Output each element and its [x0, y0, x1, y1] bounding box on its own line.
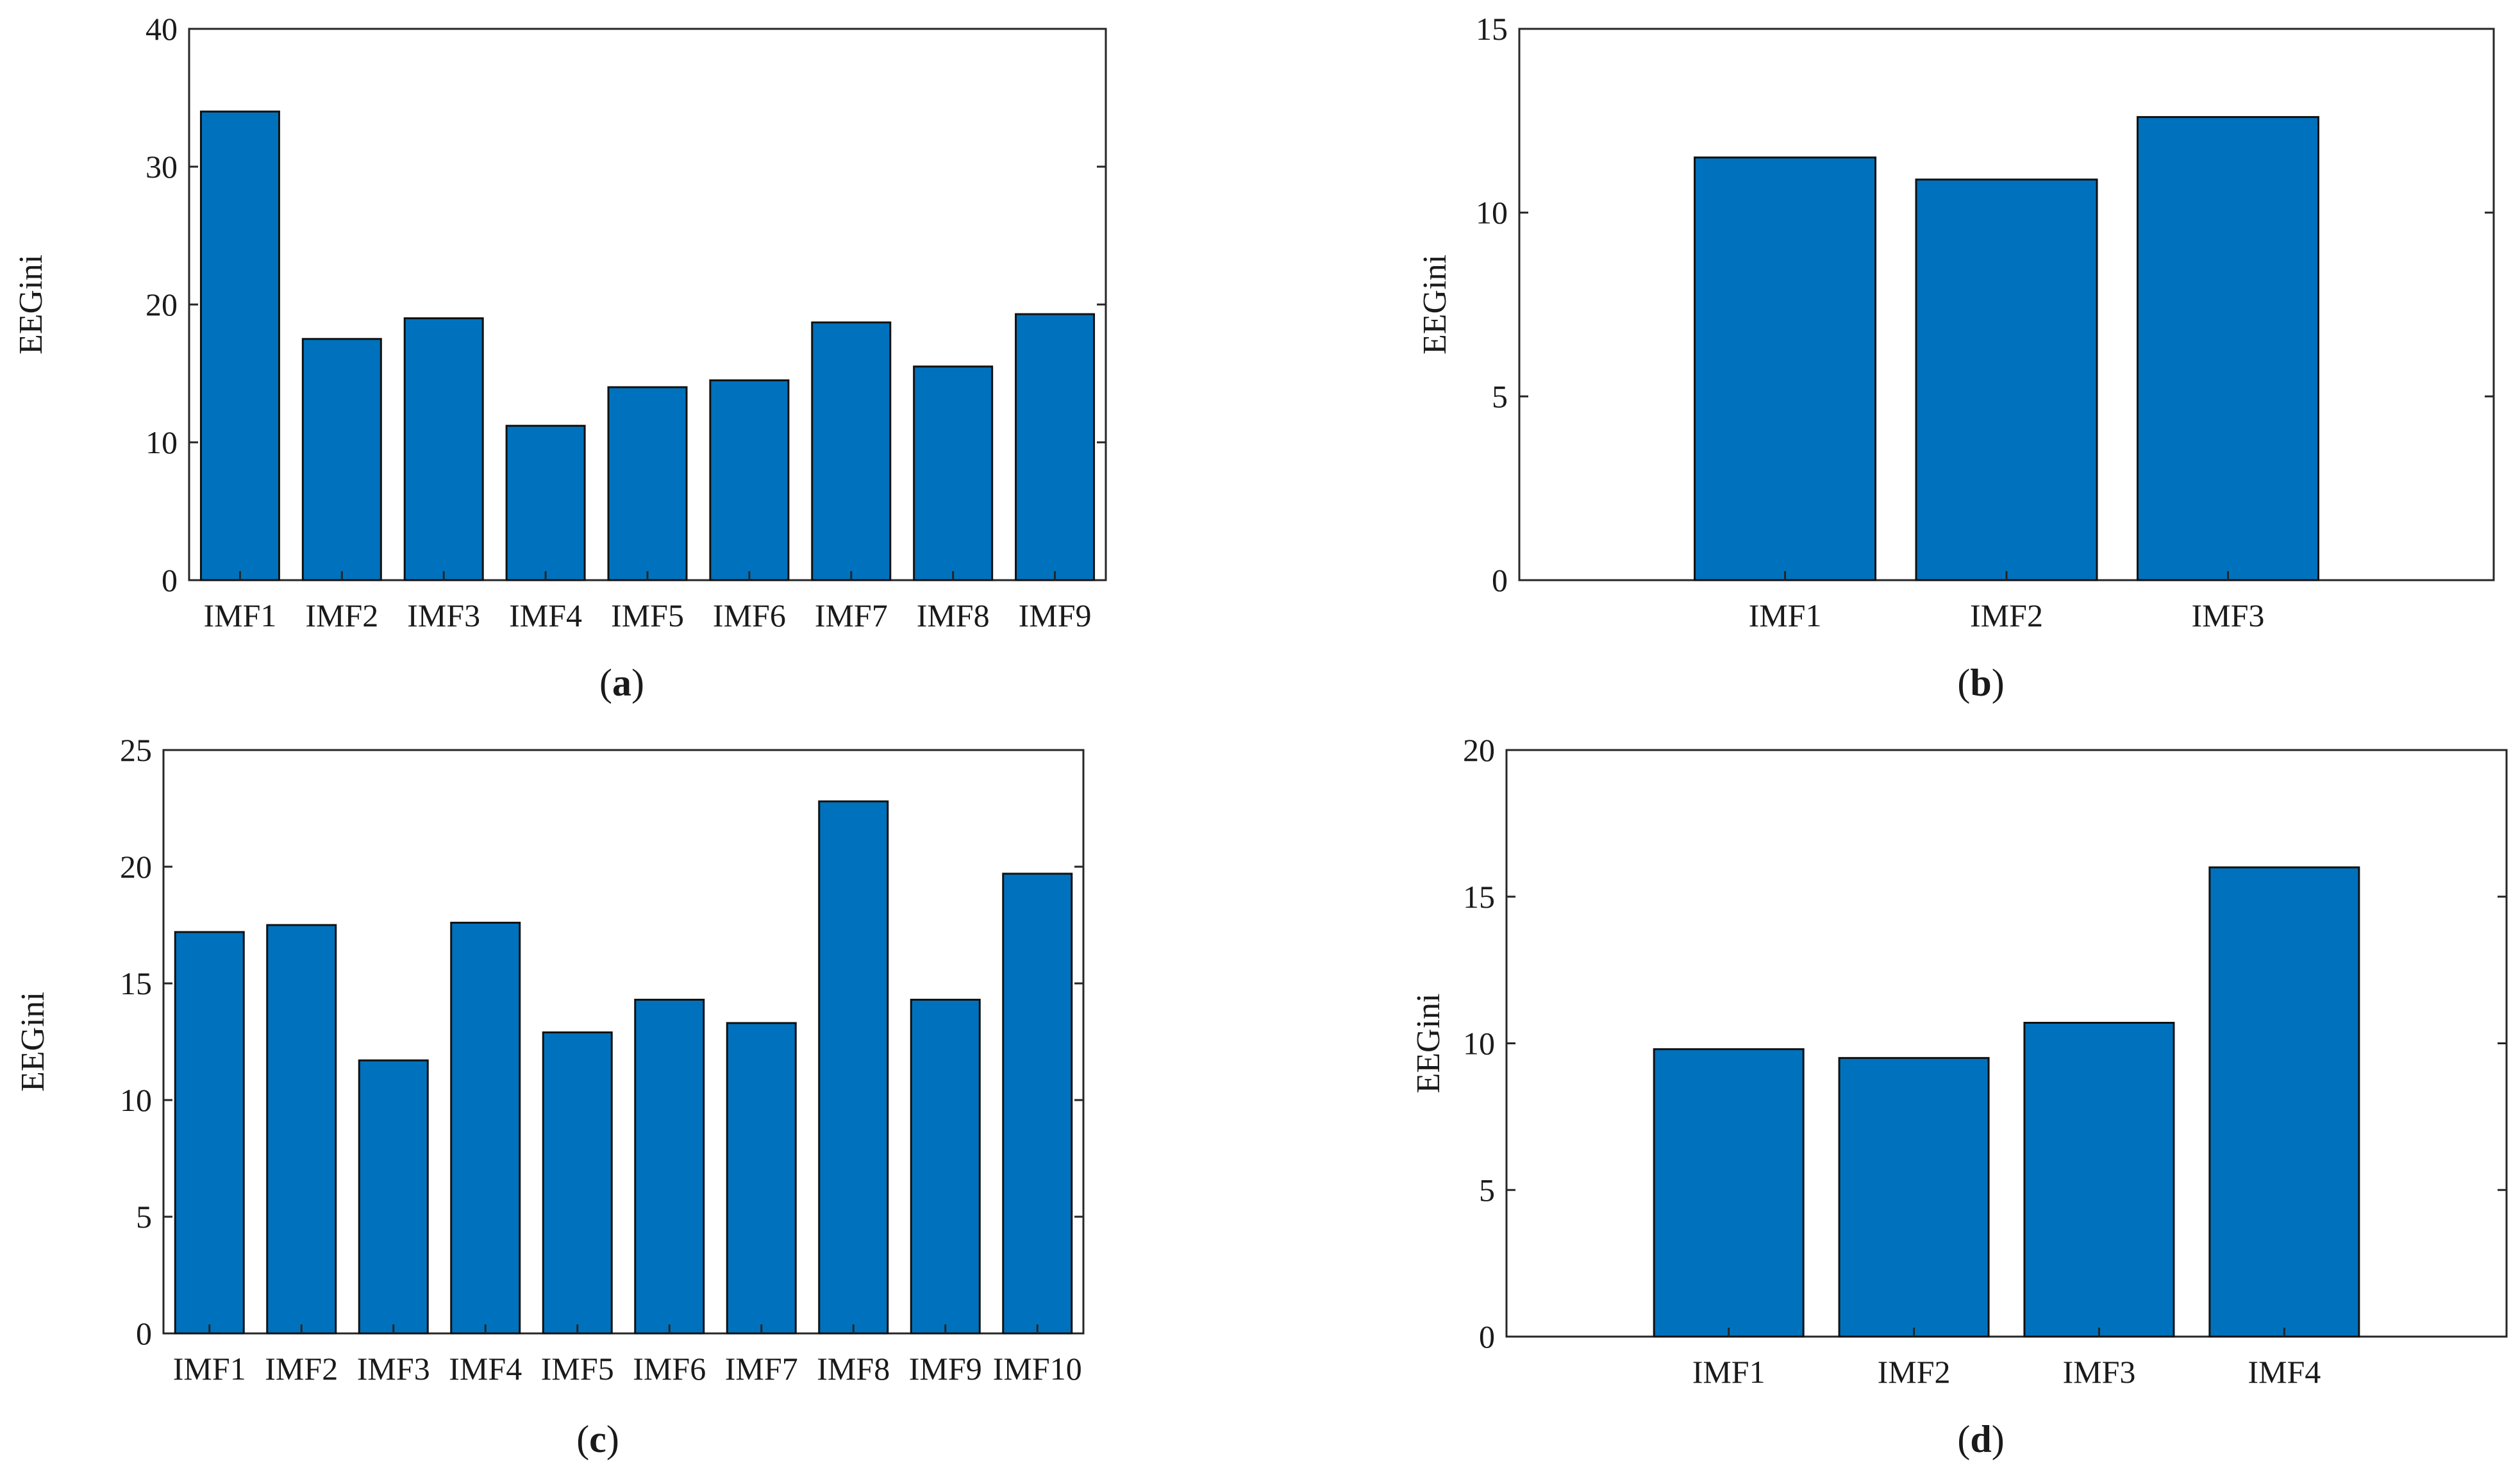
- x-tick-label: IMF1: [173, 1351, 246, 1387]
- chart-panel-c: 0 5 10 15 20 25 IMF1 IMF2 IMF3 IMF4 IMF5 IMF6 IMF7 IM…: [15, 732, 1085, 1460]
- y-tick-label: 30: [146, 149, 178, 185]
- y-tick-label: 10: [146, 424, 178, 460]
- x-tick-label: IMF1: [1749, 597, 1822, 633]
- bar-imf8: [818, 800, 889, 1335]
- y-tick-label: 0: [1492, 562, 1508, 598]
- y-tick-label: 10: [1463, 1026, 1495, 1062]
- x-tick-label: IMF9: [909, 1351, 982, 1387]
- panel-caption: (a): [599, 662, 644, 704]
- chart-panel-b: 0 5 10 15 IMF1 IMF2 IMF3 EEGini (b): [1417, 11, 2495, 704]
- x-tick-label: IMF6: [713, 597, 786, 633]
- x-tick-label: IMF3: [2062, 1354, 2135, 1390]
- y-axis-label: EEGini: [15, 992, 51, 1092]
- y-tick-label: 10: [120, 1082, 152, 1118]
- x-tick-label: IMF3: [407, 597, 480, 633]
- x-tick-label: IMF4: [449, 1351, 522, 1387]
- panel-caption: (c): [576, 1418, 619, 1460]
- bar-imf1: [199, 110, 280, 581]
- bar-imf3: [2023, 1021, 2175, 1338]
- x-tick-label: IMF5: [611, 597, 684, 633]
- x-tick-label: IMF10: [993, 1351, 1082, 1387]
- x-tick-label: IMF2: [1970, 597, 2043, 633]
- panel-caption-letter: c: [589, 1418, 606, 1460]
- y-axis-label: EEGini: [13, 255, 49, 355]
- bar-imf1: [1653, 1048, 1805, 1338]
- y-tick-label: 20: [120, 849, 152, 885]
- y-tick-label: 20: [146, 287, 178, 322]
- y-tick-label: 5: [1479, 1172, 1495, 1208]
- x-tick-label: IMF4: [2248, 1354, 2321, 1390]
- panel-caption: (b): [1957, 662, 2004, 704]
- x-tick-label: IMF8: [817, 1351, 890, 1387]
- y-tick-label: 10: [1476, 195, 1508, 231]
- x-tick-label: IMF4: [509, 597, 582, 633]
- bar-imf9: [1015, 313, 1096, 581]
- bar-imf2: [266, 924, 337, 1335]
- bar-imf10: [1002, 872, 1073, 1335]
- panel-caption-letter: d: [1970, 1418, 1991, 1460]
- panel-caption: (d): [1957, 1418, 2004, 1460]
- x-tick-label: IMF2: [305, 597, 378, 633]
- y-tick-label: 15: [1463, 879, 1495, 915]
- y-tick-label: 5: [1492, 378, 1508, 414]
- bar-imf3: [358, 1059, 429, 1335]
- bar-imf6: [709, 379, 790, 581]
- bar-imf2: [1838, 1056, 1990, 1338]
- x-tick-label: IMF5: [541, 1351, 614, 1387]
- bar-imf4: [450, 921, 521, 1335]
- x-tick-label: IMF7: [725, 1351, 798, 1387]
- bar-imf4: [505, 424, 586, 581]
- bar-imf2: [301, 338, 382, 581]
- bar-imf1: [1694, 156, 1877, 581]
- y-tick-label: 15: [1476, 11, 1508, 47]
- bar-imf4: [2208, 866, 2360, 1338]
- bar-imf9: [910, 998, 981, 1335]
- x-tick-label: IMF3: [357, 1351, 430, 1387]
- y-tick-label: 5: [136, 1199, 152, 1235]
- bar-imf5: [607, 386, 688, 581]
- bar-imf1: [174, 931, 245, 1335]
- plot-frame: [162, 749, 1085, 1335]
- y-tick-label: 0: [1479, 1319, 1495, 1355]
- y-tick-label: 20: [1463, 732, 1495, 768]
- y-tick-label: 0: [162, 562, 178, 598]
- x-tick-label: IMF2: [1878, 1354, 1951, 1390]
- y-tick-label: 40: [146, 11, 178, 47]
- x-tick-label: IMF8: [917, 597, 990, 633]
- bar-imf7: [726, 1022, 797, 1335]
- bar-imf6: [634, 998, 705, 1335]
- bar-imf3: [2136, 116, 2319, 581]
- panel-caption-letter: a: [612, 662, 631, 704]
- y-axis-label: EEGini: [1417, 255, 1453, 355]
- bar-imf8: [913, 365, 994, 581]
- y-tick-label: 0: [136, 1315, 152, 1351]
- y-tick-label: 25: [120, 732, 152, 768]
- bar-imf2: [1915, 178, 2098, 581]
- bar-imf5: [542, 1031, 613, 1335]
- x-tick-label: IMF9: [1019, 597, 1092, 633]
- y-axis-label: EEGini: [1410, 994, 1447, 1094]
- x-tick-label: IMF7: [815, 597, 888, 633]
- bar-imf7: [811, 321, 892, 581]
- chart-panel-d: 0 5 10 15 20 IMF1 IMF2 IMF3 IMF4 EEGini (d): [1410, 732, 2508, 1460]
- y-tick-label: 15: [120, 965, 152, 1001]
- panel-caption-letter: b: [1970, 662, 1991, 704]
- x-tick-label: IMF2: [265, 1351, 338, 1387]
- x-tick-label: IMF3: [2191, 597, 2264, 633]
- chart-panel-a: 0 10 20 30 40 IMF1 IMF2 IMF3 IMF4 IMF5 IMF6 IMF7 IMF…: [13, 11, 1107, 704]
- x-tick-label: IMF1: [1692, 1354, 1765, 1390]
- x-tick-label: IMF1: [203, 597, 276, 633]
- x-tick-label: IMF6: [633, 1351, 706, 1387]
- bar-imf3: [403, 317, 484, 581]
